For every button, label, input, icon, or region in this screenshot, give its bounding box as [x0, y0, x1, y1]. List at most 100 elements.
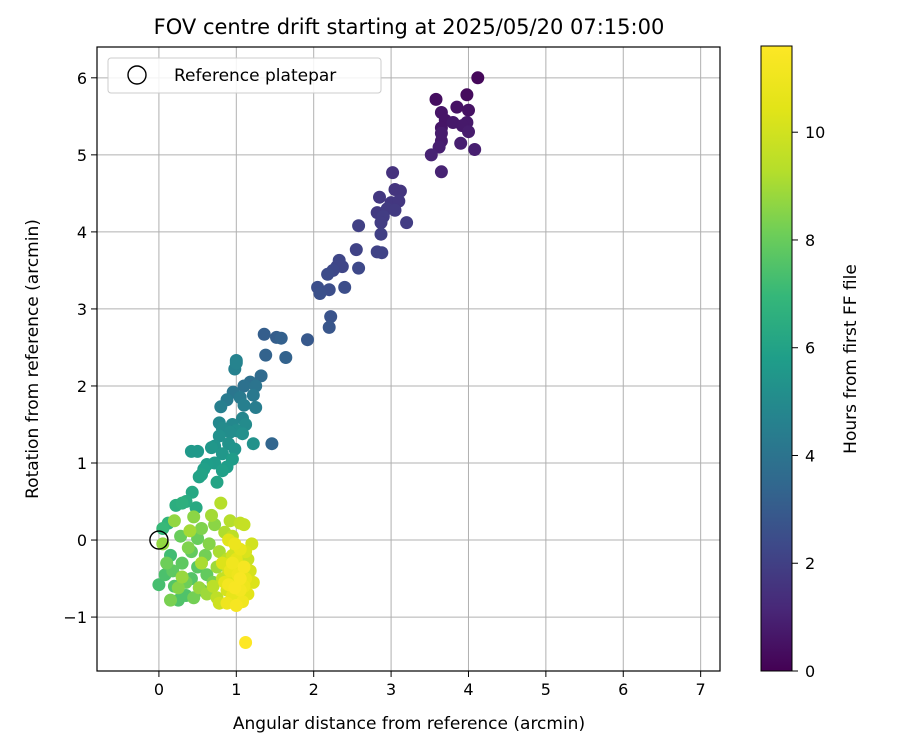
plot-frame [96, 46, 721, 672]
legend-entry: Reference platepar [174, 66, 336, 86]
data-point [429, 92, 443, 106]
data-point [195, 468, 208, 482]
data-point [338, 280, 352, 294]
data-point [160, 556, 174, 570]
data-point [257, 327, 271, 341]
data-point [237, 518, 251, 532]
data-point [239, 636, 253, 649]
colorbar-tick-label: 4 [805, 446, 815, 465]
data-point [210, 475, 224, 489]
data-point [205, 508, 218, 522]
data-point [468, 143, 482, 156]
data-point [214, 496, 228, 510]
data-point [195, 556, 208, 570]
x-tick-label: 7 [696, 680, 706, 699]
x-ticks: 0 1 2 3 4 5 6 7 [154, 671, 706, 699]
data-point [324, 310, 338, 324]
data-point [373, 190, 386, 204]
data-point [195, 522, 208, 535]
reference-marker [149, 530, 169, 550]
data-point [236, 427, 249, 441]
data-point [352, 219, 366, 233]
data-point [171, 581, 185, 595]
x-tick-label: 2 [309, 680, 319, 699]
data-point [471, 71, 485, 85]
x-tick-label: 1 [231, 680, 241, 699]
data-point [164, 593, 177, 607]
y-ticks: −1 0 1 2 3 4 5 6 [63, 69, 97, 627]
data-point [185, 485, 199, 499]
data-point [374, 227, 388, 241]
data-point [223, 425, 237, 439]
data-point [274, 331, 288, 345]
data-point [228, 442, 242, 456]
data-point [187, 591, 201, 605]
data-point [175, 496, 189, 510]
data-point [386, 166, 400, 180]
colorbar-tick-label: 10 [805, 123, 825, 142]
x-tick-label: 6 [618, 680, 628, 699]
colorbar-tick-label: 2 [805, 554, 815, 573]
data-point [259, 348, 273, 362]
y-axis-label: Rotation from reference (arcmin) [23, 219, 43, 499]
data-point [393, 184, 407, 198]
legend-marker [127, 65, 147, 85]
colorbar-tick-label: 0 [805, 662, 815, 681]
data-point [214, 400, 228, 414]
legend-box [107, 57, 382, 94]
data-point [183, 524, 197, 538]
colorbar-gradient [760, 45, 793, 672]
data-point [249, 401, 263, 414]
y-tick-label: 2 [77, 377, 87, 396]
data-point [187, 510, 201, 524]
y-tick-label: 1 [77, 454, 87, 473]
chart-title: FOV centre drift starting at 2025/05/20 … [154, 15, 665, 39]
data-point [237, 379, 251, 393]
data-point [321, 267, 335, 281]
data-point [181, 541, 195, 555]
data-point [434, 165, 448, 179]
data-point [388, 203, 402, 217]
data-point [156, 522, 170, 535]
data-point [175, 570, 189, 584]
data-point [462, 103, 475, 117]
colorbar-ticks: 0 2 4 6 8 10 [792, 123, 825, 681]
data-point [206, 579, 220, 593]
data-point [191, 444, 205, 458]
data-point [301, 333, 314, 347]
data-point [265, 437, 279, 451]
data-point [375, 246, 389, 260]
legend: Reference platepar [107, 57, 382, 94]
y-tick-label: −1 [63, 608, 87, 627]
x-tick-label: 0 [154, 680, 164, 699]
data-point [424, 148, 438, 162]
data-point [322, 320, 336, 334]
x-tick-label: 5 [541, 680, 551, 699]
data-point [462, 125, 475, 139]
colorbar-label: Hours from first FF file [841, 264, 861, 454]
colorbar: 0 2 4 6 8 10 Hours from first FF file [760, 45, 861, 681]
data-point [279, 351, 293, 364]
colorbar-tick-label: 6 [805, 339, 815, 358]
data-point [225, 556, 239, 570]
data-point [374, 216, 388, 230]
y-tick-label: 6 [77, 69, 87, 88]
data-point [175, 556, 189, 570]
data-point [152, 578, 166, 592]
data-point [228, 537, 242, 551]
data-point [233, 572, 247, 586]
y-tick-label: 4 [77, 223, 87, 242]
data-point [237, 560, 251, 574]
data-point [237, 398, 251, 412]
data-point [254, 369, 268, 383]
data-point [229, 356, 243, 370]
data-point [246, 437, 260, 451]
data-point [352, 261, 366, 275]
x-tick-label: 3 [386, 680, 396, 699]
data-point [215, 447, 229, 461]
data-point [454, 136, 468, 150]
data-point [156, 537, 170, 551]
data-points [152, 71, 485, 649]
y-tick-label: 0 [77, 531, 87, 550]
